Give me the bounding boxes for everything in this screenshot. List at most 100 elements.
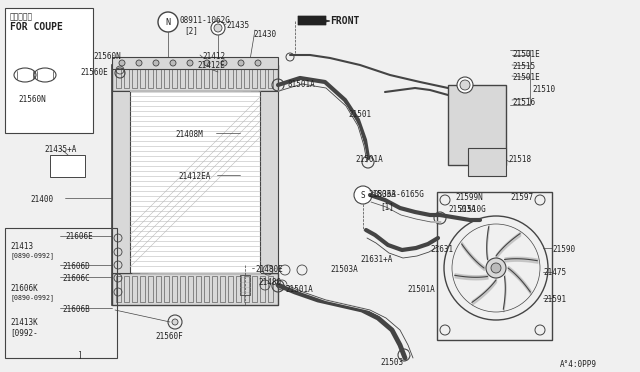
Text: 21510G: 21510G xyxy=(458,205,486,214)
Bar xyxy=(112,273,278,305)
Bar xyxy=(240,275,250,295)
Text: 21412: 21412 xyxy=(202,52,225,61)
Text: 21501A: 21501A xyxy=(355,155,383,164)
Text: ]: ] xyxy=(78,350,83,359)
Text: 21560E: 21560E xyxy=(80,68,108,77)
Text: 21501A: 21501A xyxy=(407,285,435,294)
Polygon shape xyxy=(298,16,330,25)
Circle shape xyxy=(119,60,125,66)
Circle shape xyxy=(214,24,222,32)
Text: 08911-1062G: 08911-1062G xyxy=(180,16,231,25)
Bar xyxy=(468,148,506,176)
Circle shape xyxy=(172,319,178,325)
Circle shape xyxy=(136,60,142,66)
Bar xyxy=(212,276,217,302)
Text: 21501: 21501 xyxy=(348,110,371,119)
Bar xyxy=(50,155,85,177)
Text: [0992-: [0992- xyxy=(10,328,38,337)
Text: [1]: [1] xyxy=(380,202,394,211)
Text: 21606C: 21606C xyxy=(62,274,90,283)
Text: 21501E: 21501E xyxy=(512,50,540,59)
Bar xyxy=(188,276,193,302)
Text: 21518: 21518 xyxy=(508,155,531,164)
Bar xyxy=(112,57,278,69)
Text: 21560N: 21560N xyxy=(18,95,45,104)
Text: 21475: 21475 xyxy=(543,268,566,277)
Text: 21606E: 21606E xyxy=(65,232,93,241)
Text: 21400: 21400 xyxy=(30,195,53,204)
Bar xyxy=(156,68,161,88)
Bar xyxy=(196,276,201,302)
Bar xyxy=(172,68,177,88)
Text: FRONT: FRONT xyxy=(330,16,360,26)
Text: 21560N: 21560N xyxy=(93,52,121,61)
Bar xyxy=(172,276,177,302)
Circle shape xyxy=(354,186,372,204)
Bar xyxy=(180,276,185,302)
Bar xyxy=(188,68,193,88)
Text: 21606K: 21606K xyxy=(10,284,38,293)
Bar xyxy=(252,68,257,88)
Text: 21480: 21480 xyxy=(258,278,281,287)
Bar xyxy=(156,276,161,302)
Text: 21412E: 21412E xyxy=(197,61,225,70)
Circle shape xyxy=(221,60,227,66)
Bar xyxy=(140,276,145,302)
Text: A°4:0PP9: A°4:0PP9 xyxy=(560,360,597,369)
Bar xyxy=(116,68,121,88)
Circle shape xyxy=(460,80,470,90)
Bar xyxy=(164,68,169,88)
Bar xyxy=(132,68,137,88)
Bar xyxy=(112,65,278,305)
Text: 08363-6165G: 08363-6165G xyxy=(374,190,425,199)
Bar xyxy=(124,68,129,88)
Bar xyxy=(260,68,265,88)
Text: 21503: 21503 xyxy=(380,358,403,367)
Bar xyxy=(268,68,273,88)
Text: 21597: 21597 xyxy=(510,193,533,202)
Circle shape xyxy=(187,60,193,66)
Text: [0890-0992]: [0890-0992] xyxy=(10,252,54,259)
Circle shape xyxy=(204,60,210,66)
Text: 21503A: 21503A xyxy=(368,190,396,199)
Bar xyxy=(148,276,153,302)
Circle shape xyxy=(486,258,506,278)
Text: 21631: 21631 xyxy=(430,245,453,254)
Text: 21606D: 21606D xyxy=(62,262,90,271)
Text: [2]: [2] xyxy=(184,26,198,35)
Bar xyxy=(124,276,129,302)
Text: 21412EA: 21412EA xyxy=(178,172,211,181)
Text: 21560F: 21560F xyxy=(155,332,183,341)
Bar xyxy=(116,276,121,302)
Text: 21413: 21413 xyxy=(10,242,33,251)
Bar xyxy=(228,68,233,88)
Bar xyxy=(260,91,278,273)
Circle shape xyxy=(255,60,261,66)
Circle shape xyxy=(457,77,473,93)
Text: S: S xyxy=(361,190,365,199)
Text: 21501A: 21501A xyxy=(285,285,313,294)
Text: 21435+A: 21435+A xyxy=(44,145,76,154)
Text: 21413K: 21413K xyxy=(10,318,38,327)
Bar xyxy=(112,65,278,91)
Text: 21430: 21430 xyxy=(253,30,276,39)
Text: 21590: 21590 xyxy=(552,245,575,254)
Bar xyxy=(260,276,265,302)
Bar xyxy=(228,276,233,302)
Bar xyxy=(132,276,137,302)
Text: 21501E: 21501E xyxy=(512,73,540,82)
Bar xyxy=(5,8,93,133)
Text: 21503A: 21503A xyxy=(330,265,358,274)
Bar xyxy=(112,91,130,273)
Bar xyxy=(204,276,209,302)
Bar xyxy=(244,276,249,302)
Text: 21435: 21435 xyxy=(226,21,249,30)
Bar xyxy=(220,276,225,302)
Text: 21606B: 21606B xyxy=(62,305,90,314)
Bar xyxy=(164,276,169,302)
Text: FOR COUPE: FOR COUPE xyxy=(10,22,63,32)
Circle shape xyxy=(211,21,225,35)
Text: 21515: 21515 xyxy=(512,62,535,71)
Text: [0890-0992]: [0890-0992] xyxy=(10,294,54,301)
Text: 21631+A: 21631+A xyxy=(360,255,392,264)
